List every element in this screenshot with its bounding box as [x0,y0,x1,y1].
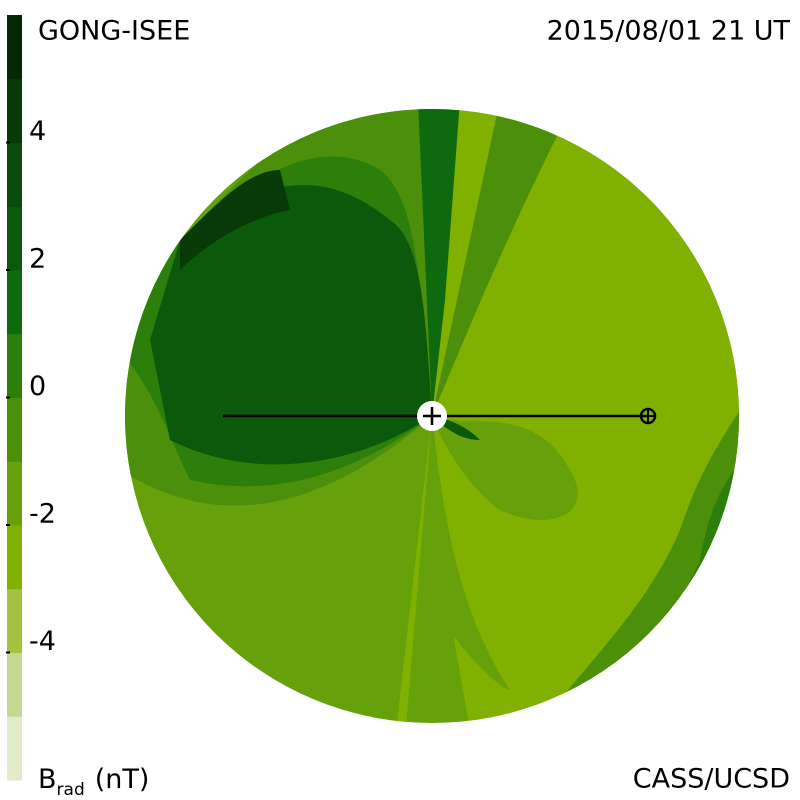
colorbar-swatch [7,397,22,462]
region [395,416,432,723]
credit: CASS/UCSD [633,764,790,795]
region [150,185,432,465]
colorbar-swatch [7,78,22,143]
colorbar-swatch [7,270,22,335]
colorbar-swatch [7,142,22,207]
sun-marker [423,407,441,425]
colorbar-swatch [7,652,22,717]
colorbar-swatch [7,206,22,271]
region [432,416,578,520]
y-tick-label: -4 [29,626,56,657]
chart-subtitle: 2015/08/01 21 UT [547,16,791,47]
colorbar-swatch [7,333,22,398]
region [180,170,290,270]
chart-title: GONG-ISEE [38,16,190,47]
region [432,109,560,416]
colorbar-swatch [7,716,22,781]
label-sub: rad [57,780,85,800]
y-tick-label: 2 [29,244,46,275]
y-tick-label: 4 [29,116,46,147]
label-main: B [38,764,57,795]
y-tick-label: 0 [29,371,46,402]
colorbar-swatch [7,461,22,526]
colorbar-label: Brad (nT) [38,764,149,800]
region [418,109,460,416]
disk-map [125,109,739,723]
label-unit: (nT) [95,764,150,795]
colorbar-swatch [7,588,22,653]
region [430,416,510,690]
y-tick-label: -2 [29,499,56,530]
earth-cross [641,409,655,423]
colorbar-swatch [7,15,22,80]
colorbar: -4 -2 0 2 4 [6,15,56,781]
colorbar-swatch [7,525,22,590]
